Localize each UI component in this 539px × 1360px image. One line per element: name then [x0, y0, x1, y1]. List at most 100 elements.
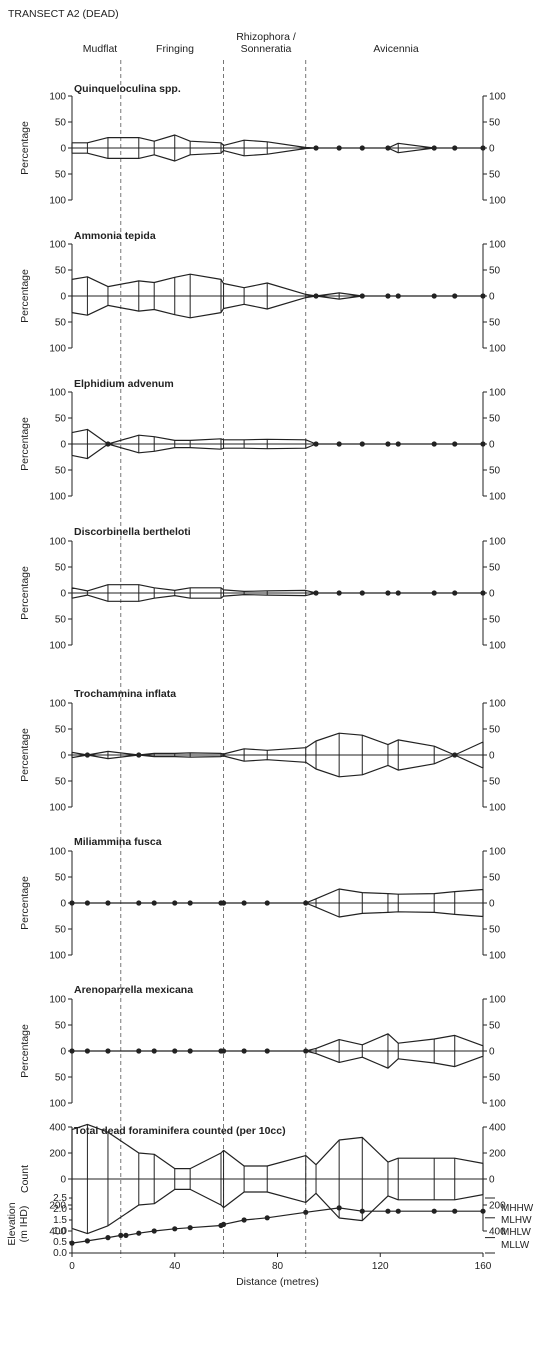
- right-tick-label: 100: [489, 344, 506, 355]
- right-tick-label: 50: [489, 777, 501, 788]
- sample-absent-dot: [359, 145, 365, 151]
- sample-absent-dot: [480, 293, 486, 299]
- y-axis-label: Percentage: [19, 876, 31, 930]
- elevation-tick-label: 2.0: [53, 1204, 67, 1215]
- left-tick-label: 100: [49, 537, 66, 548]
- left-tick-label: 100: [49, 803, 66, 814]
- left-tick-label: 50: [55, 615, 67, 626]
- panel-title: Total dead foraminifera counted (per 10c…: [74, 1125, 286, 1137]
- panel-title: Miliammina fusca: [74, 836, 162, 848]
- x-tick-label: 40: [169, 1261, 181, 1272]
- y-axis-label: Count: [19, 1165, 31, 1193]
- panel-3: Discorbinella bertheloti 100 100 50 50 0 0 50 50…: [19, 526, 506, 652]
- panel-title: Arenoparrella mexicana: [74, 984, 193, 996]
- right-tick-label: 100: [489, 388, 506, 399]
- left-tick-label: 100: [49, 1099, 66, 1110]
- right-tick-label: 0: [489, 440, 495, 451]
- right-tick-label: 50: [489, 266, 501, 277]
- left-tick-label: 50: [55, 266, 67, 277]
- left-tick-label: 100: [49, 641, 66, 652]
- right-tick-label: 50: [489, 118, 501, 129]
- left-tick-label: 100: [49, 847, 66, 858]
- tide-level-label: MLHW: [501, 1215, 532, 1226]
- elevation-point: [84, 1238, 91, 1244]
- kite-outline: [71, 584, 484, 602]
- right-tick-label: 100: [489, 1099, 506, 1110]
- sample-absent-dot: [359, 293, 365, 299]
- y-axis-label: Percentage: [19, 417, 31, 471]
- elevation-label-line2: (m IHD): [18, 1206, 30, 1243]
- sample-absent-dot: [220, 1048, 227, 1054]
- figure-title: TRANSECT A2 (DEAD): [8, 8, 119, 20]
- sample-absent-dot: [220, 900, 227, 906]
- x-tick-label: 80: [272, 1261, 284, 1272]
- sample-absent-dot: [336, 145, 342, 151]
- sample-absent-dot: [172, 1048, 178, 1054]
- right-tick-label: 0: [489, 589, 495, 600]
- panels: Quinqueloculina spp. 100 100 50 50 0 0 50 50 100 1…: [6, 83, 534, 1288]
- elevation-point: [220, 1221, 227, 1227]
- left-tick-label: 100: [49, 240, 66, 251]
- elevation-point: [105, 1235, 111, 1241]
- panel-title: Quinqueloculina spp.: [74, 83, 181, 95]
- right-tick-label: 200: [489, 1149, 506, 1160]
- elevation-point: [69, 1240, 75, 1246]
- right-tick-label: 50: [489, 318, 501, 329]
- sample-absent-dot: [452, 145, 458, 151]
- sample-absent-dot: [69, 1048, 75, 1054]
- elevation-tick-label: 1.0: [53, 1226, 67, 1237]
- right-tick-label: 100: [489, 641, 506, 652]
- sample-absent-dot: [241, 1048, 247, 1054]
- sample-absent-dot: [395, 441, 401, 447]
- right-tick-label: 0: [489, 292, 495, 303]
- right-tick-label: 0: [489, 1047, 495, 1058]
- elevation-tick-label: 2.5: [53, 1193, 67, 1204]
- elevation-point: [241, 1217, 247, 1223]
- right-tick-label: 100: [489, 92, 506, 103]
- right-tick-label: 100: [489, 196, 506, 207]
- right-tick-label: 0: [489, 144, 495, 155]
- sample-absent-dot: [303, 900, 309, 906]
- left-tick-label: 0: [60, 899, 66, 910]
- sample-absent-dot: [241, 900, 247, 906]
- right-tick-label: 50: [489, 466, 501, 477]
- left-tick-label: 50: [55, 873, 67, 884]
- left-tick-label: 50: [55, 118, 67, 129]
- left-tick-label: 50: [55, 1073, 67, 1084]
- left-tick-label: 100: [49, 995, 66, 1006]
- sample-absent-dot: [264, 900, 270, 906]
- y-axis-label: Percentage: [19, 566, 31, 620]
- zone-boundaries: [120, 60, 307, 1258]
- elevation-point: [480, 1208, 486, 1214]
- left-tick-label: 0: [60, 292, 66, 303]
- elevation-point: [151, 1228, 157, 1234]
- elevation-point: [395, 1208, 401, 1214]
- elevation-line: [71, 1207, 483, 1244]
- sample-absent-dot: [336, 441, 342, 447]
- y-axis-label: Percentage: [19, 269, 31, 323]
- sample-absent-dot: [385, 441, 391, 447]
- sample-absent-dot: [385, 293, 391, 299]
- sample-absent-dot: [187, 900, 193, 906]
- zone-label-fringing: Fringing: [156, 43, 194, 55]
- sample-absent-dot: [313, 145, 319, 151]
- y-axis-label: Percentage: [19, 728, 31, 782]
- right-tick-label: 400: [489, 1123, 506, 1134]
- right-tick-label: 50: [489, 725, 501, 736]
- x-axis-label: Distance (metres): [236, 1276, 319, 1288]
- sample-absent-dot: [480, 441, 486, 447]
- sample-absent-dot: [313, 590, 319, 596]
- left-tick-label: 50: [55, 563, 67, 574]
- elevation-point: [336, 1205, 342, 1211]
- left-tick-label: 50: [55, 925, 67, 936]
- elevation-point: [118, 1232, 124, 1238]
- right-tick-label: 0: [489, 1175, 495, 1186]
- elevation-point: [136, 1230, 142, 1236]
- sample-absent-dot: [172, 900, 178, 906]
- panel-5: Miliammina fusca 100 100 50 50 0 0 50 50 100 100 Pe…: [19, 836, 506, 962]
- left-tick-label: 100: [49, 196, 66, 207]
- zone-label-sonneratia: Sonneratia: [241, 43, 292, 55]
- elevation-tick-label: 0.0: [53, 1248, 67, 1259]
- left-tick-label: 100: [49, 699, 66, 710]
- y-axis-label: Percentage: [19, 1024, 31, 1078]
